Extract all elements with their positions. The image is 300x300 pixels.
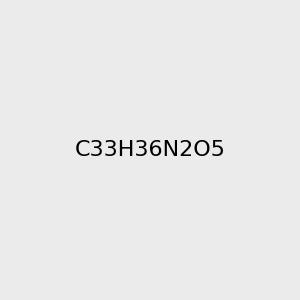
Text: C33H36N2O5: C33H36N2O5: [74, 140, 226, 160]
